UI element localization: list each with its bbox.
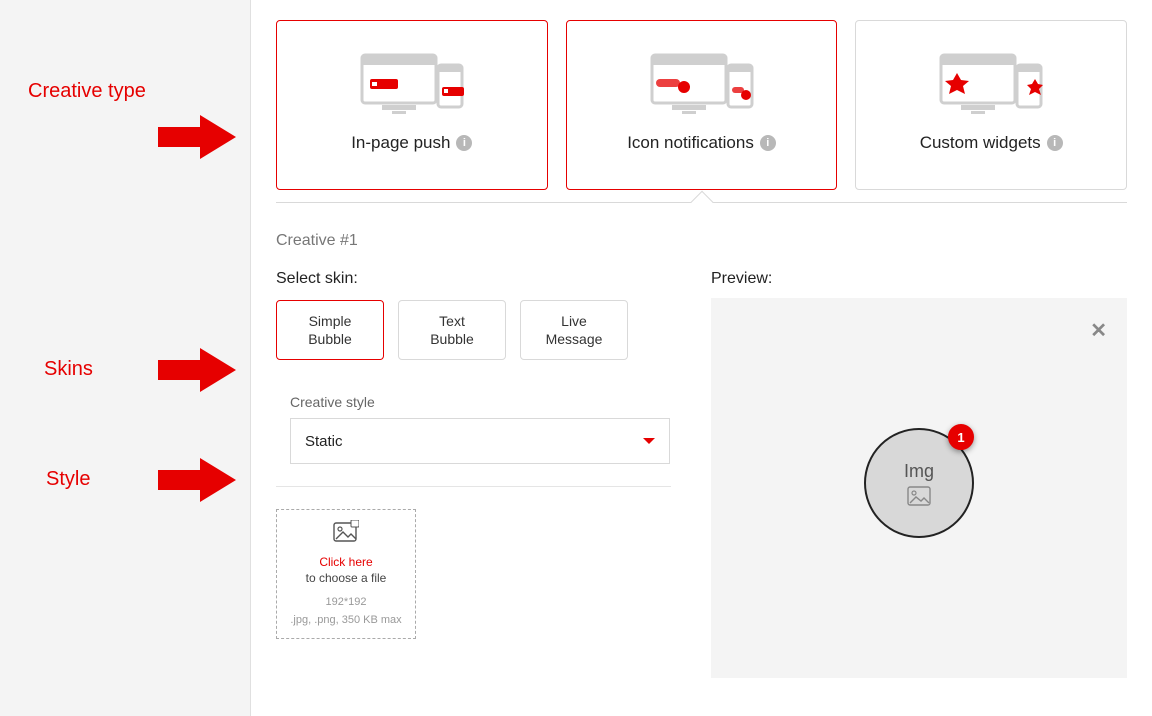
annotation-creative-type: Creative type xyxy=(28,80,146,103)
image-icon xyxy=(907,486,931,506)
image-icon xyxy=(333,520,359,547)
in-page-push-icon xyxy=(352,49,472,119)
arrow-style xyxy=(158,458,236,502)
arrow-skins xyxy=(158,348,236,392)
skin-option-text-bubble[interactable]: Text Bubble xyxy=(398,300,506,360)
arrow-creative-type xyxy=(158,115,236,159)
select-skin-label: Select skin: xyxy=(276,270,671,288)
info-icon[interactable]: i xyxy=(760,135,776,151)
type-card-label: Custom widgets xyxy=(920,133,1041,153)
annotation-style: Style xyxy=(46,468,90,491)
upload-dims: 192*192 xyxy=(326,595,367,610)
creative-style-select[interactable]: Static xyxy=(290,418,670,464)
info-icon[interactable]: i xyxy=(1047,135,1063,151)
preview-bubble: Img 1 xyxy=(864,428,974,538)
type-card-label: Icon notifications xyxy=(627,133,754,153)
type-card-label: In-page push xyxy=(351,133,450,153)
upload-click-text: Click here xyxy=(319,555,372,569)
creative-style-label: Creative style xyxy=(290,394,671,410)
chevron-down-icon xyxy=(643,438,655,444)
skin-option-live-message[interactable]: Live Message xyxy=(520,300,628,360)
type-card-custom-widgets[interactable]: Custom widgets i xyxy=(855,20,1127,190)
close-icon[interactable]: ✕ xyxy=(1090,318,1107,343)
preview-label: Preview: xyxy=(711,270,1127,288)
annotation-skins: Skins xyxy=(44,358,93,381)
icon-notifications-icon xyxy=(642,49,762,119)
preview-bubble-text: Img xyxy=(904,461,934,482)
custom-widgets-icon xyxy=(931,49,1051,119)
preview-canvas: ✕ Img 1 xyxy=(711,298,1127,678)
skin-option-simple-bubble[interactable]: Simple Bubble xyxy=(276,300,384,360)
creative-heading: Creative #1 xyxy=(276,232,1127,250)
upload-spec: .jpg, .png, 350 KB max xyxy=(290,613,401,628)
main-panel: In-page push i Ic xyxy=(250,0,1152,716)
card-connector xyxy=(276,190,1127,214)
type-card-icon-notifications[interactable]: Icon notifications i xyxy=(566,20,838,190)
notification-badge: 1 xyxy=(948,424,974,450)
divider xyxy=(276,486,671,487)
skin-options: Simple Bubble Text Bubble Live Message xyxy=(276,300,671,360)
creative-type-cards: In-page push i Ic xyxy=(276,20,1127,190)
file-upload-box[interactable]: Click here to choose a file 192*192 .jpg… xyxy=(276,509,416,639)
creative-style-value: Static xyxy=(305,433,343,450)
upload-sub-text: to choose a file xyxy=(306,571,387,585)
info-icon[interactable]: i xyxy=(456,135,472,151)
type-card-in-page-push[interactable]: In-page push i xyxy=(276,20,548,190)
